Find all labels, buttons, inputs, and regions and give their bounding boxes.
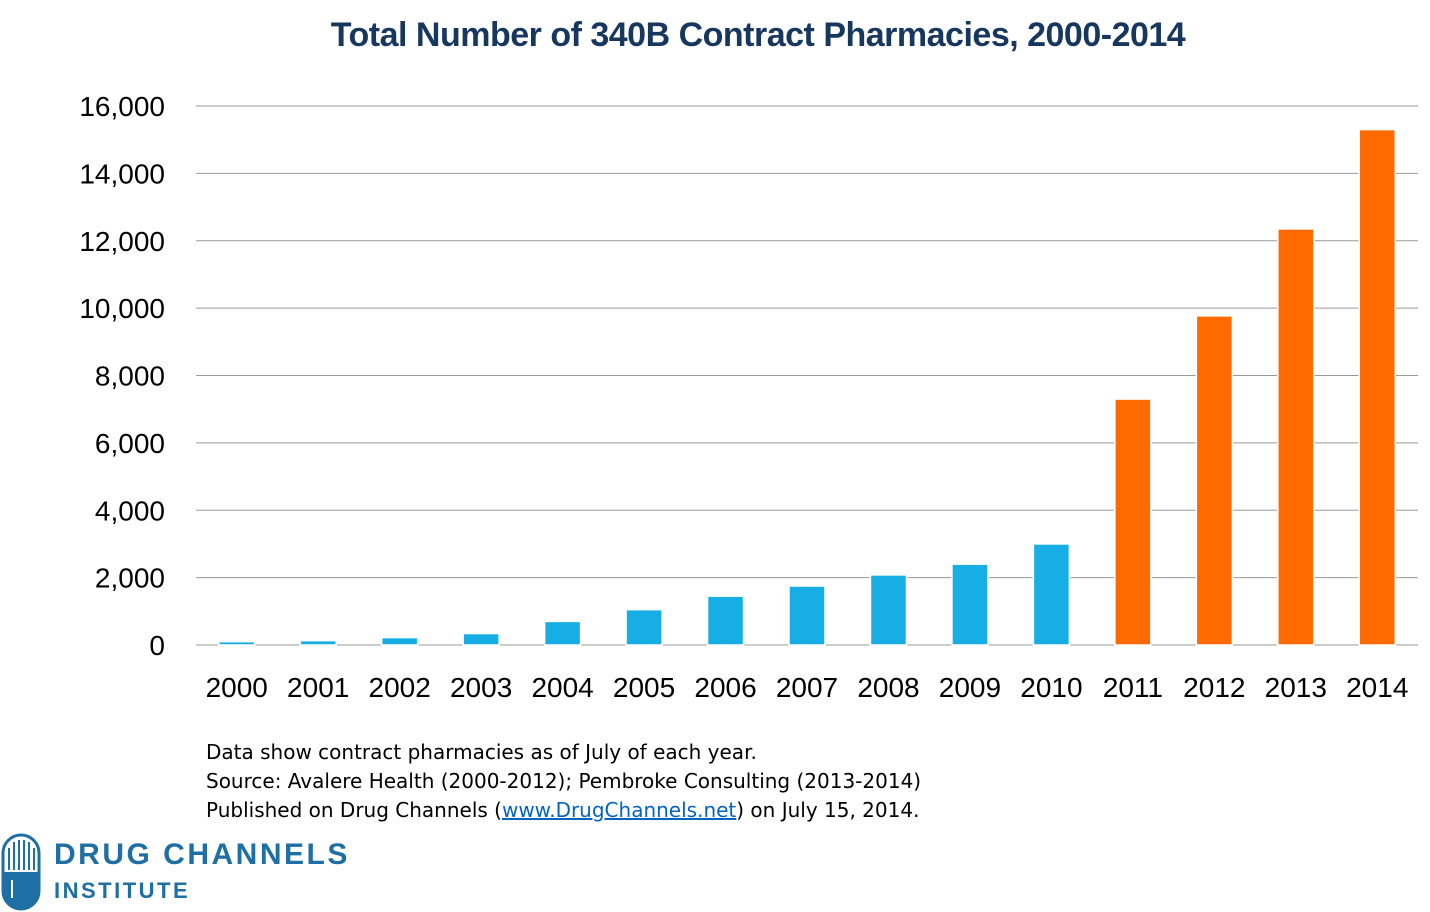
chart-notes: Data show contract pharmacies as of July… xyxy=(206,738,921,825)
y-axis-ticks: 0 2,000 4,000 6,000 8,000 10,000 12,000 14,000 1… xyxy=(79,91,165,661)
bar-2011 xyxy=(1114,398,1152,646)
y-tick-label: 2,000 xyxy=(95,563,165,594)
x-tick-label: 2001 xyxy=(287,672,349,703)
note-line-2: Source: Avalere Health (2000-2012); Pemb… xyxy=(206,769,922,793)
x-tick-label: 2011 xyxy=(1103,672,1163,703)
capsule-logo-icon xyxy=(1,833,41,911)
bar-2012 xyxy=(1195,315,1234,646)
x-tick-label: 2014 xyxy=(1346,672,1408,703)
bar-2006 xyxy=(706,595,745,646)
x-tick-label: 2012 xyxy=(1183,672,1245,703)
y-tick-label: 0 xyxy=(149,630,165,661)
y-tick-label: 14,000 xyxy=(79,158,165,189)
x-tick-label: 2003 xyxy=(450,672,512,703)
x-tick-label: 2010 xyxy=(1020,672,1082,703)
bar-2002 xyxy=(380,636,419,646)
bar-2007 xyxy=(788,585,826,646)
gridlines xyxy=(196,105,1418,646)
bar-2008 xyxy=(869,574,908,646)
bar-2013 xyxy=(1277,228,1315,646)
bar-2014 xyxy=(1358,128,1397,646)
y-tick-label: 10,000 xyxy=(79,293,165,324)
chart-title: Total Number of 340B Contract Pharmacies… xyxy=(330,16,1186,54)
x-tick-label: 2008 xyxy=(857,672,919,703)
logo-text-drug-channels: DRUG CHANNELS xyxy=(54,838,350,871)
y-tick-label: 6,000 xyxy=(95,428,165,459)
note-line-3-suffix: ) on July 15, 2014. xyxy=(736,798,920,822)
x-tick-label: 2004 xyxy=(531,672,593,703)
x-tick-label: 2006 xyxy=(694,672,756,703)
x-tick-label: 2000 xyxy=(206,672,268,703)
note-line-1: Data show contract pharmacies as of July… xyxy=(206,740,757,764)
note-line-3: Published on Drug Channels (www.DrugChan… xyxy=(206,796,921,825)
bar-2009 xyxy=(951,563,989,646)
x-tick-label: 2007 xyxy=(776,672,838,703)
bar-2005 xyxy=(625,608,663,646)
drugchannels-link[interactable]: www.DrugChannels.net xyxy=(501,798,737,822)
bar-2003 xyxy=(462,632,500,646)
bar-2001 xyxy=(299,639,337,646)
x-tick-label: 2005 xyxy=(613,672,675,703)
y-tick-label: 8,000 xyxy=(95,361,165,392)
bar-2010 xyxy=(1032,543,1071,646)
x-tick-label: 2002 xyxy=(369,672,431,703)
bar-2000 xyxy=(217,640,256,646)
x-tick-label: 2009 xyxy=(939,672,1001,703)
y-tick-label: 12,000 xyxy=(79,226,165,257)
logo-text-institute: INSTITUTE xyxy=(54,878,191,903)
bar-2004 xyxy=(543,620,582,646)
note-line-3-prefix: Published on Drug Channels ( xyxy=(206,798,502,822)
drug-channels-institute-logo: DRUG CHANNELS INSTITUTE xyxy=(0,828,380,912)
y-tick-label: 4,000 xyxy=(95,495,165,526)
x-tick-label: 2013 xyxy=(1265,672,1327,703)
y-tick-label: 16,000 xyxy=(79,91,165,122)
x-axis-ticks: 2000 2001 2002 2003 2004 2005 2006 2007 2008 2009… xyxy=(206,672,1409,703)
bar-chart: 0 2,000 4,000 6,000 8,000 10,000 12,000 14,000 1… xyxy=(79,91,1418,703)
bars xyxy=(217,128,1397,646)
